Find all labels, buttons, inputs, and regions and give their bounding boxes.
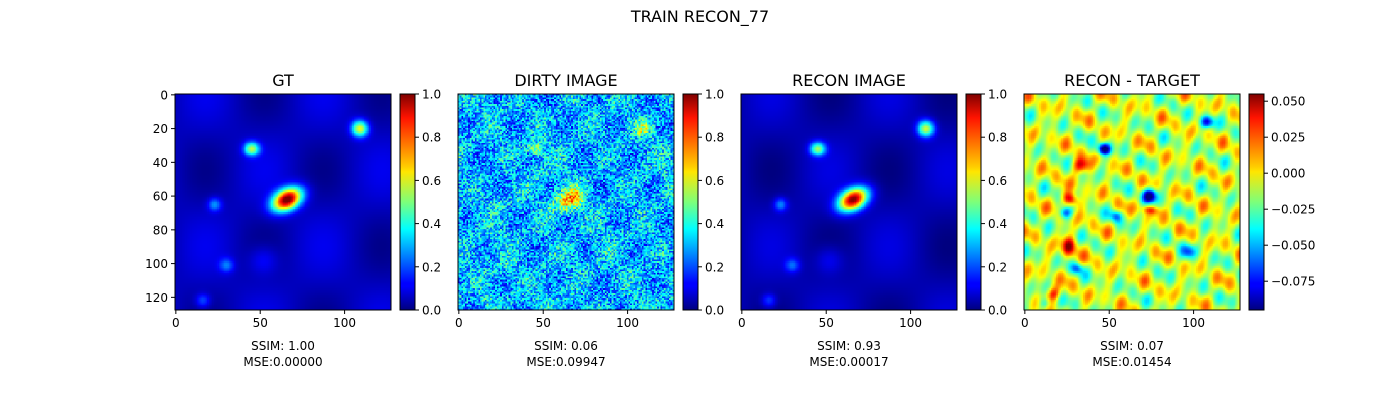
panel-title: RECON IMAGE [792,71,906,90]
panel-title: GT [272,71,294,90]
x-tick-label: 0 [1021,316,1029,330]
y-tick-label: 120 [145,291,168,305]
y-tick-label: 40 [153,156,168,170]
mse-label: MSE:0.00000 [243,355,322,369]
colorbar-tick-label: 0.6 [422,174,441,188]
x-tick-label: 50 [819,316,834,330]
y-tick-label: 80 [153,223,168,237]
colorbar-tick-label: 0.0 [422,304,441,318]
figure-suptitle: TRAIN RECON_77 [630,7,769,27]
colorbar-tick-label: 0.4 [422,217,441,231]
x-tick-label: 100 [1182,316,1205,330]
ssim-label: SSIM: 0.07 [1100,339,1164,353]
colorbar-tick-label: 0.4 [988,217,1007,231]
panel-1: GT 0 50 100 0 20 40 60 80 100 120 SSIM: 1.00 MSE:0.0… [145,71,441,369]
colorbar [682,93,699,311]
colorbar-tick-label: 0.6 [705,174,724,188]
ssim-label: SSIM: 1.00 [251,339,315,353]
x-tick-label: 0 [455,316,463,330]
colorbar-tick-label: 0.050 [1271,95,1305,109]
mse-label: MSE:0.00017 [809,355,888,369]
y-tick-label: 100 [145,257,168,271]
heatmap-image [1024,94,1240,310]
x-tick-label: 100 [616,316,639,330]
mse-label: MSE:0.01454 [1092,355,1171,369]
x-tick-label: 50 [253,316,268,330]
colorbar-tick-label: 0.2 [422,260,441,274]
x-tick-label: 100 [899,316,922,330]
colorbar-tick-label: −0.075 [1271,275,1315,289]
x-tick-label: 0 [172,316,180,330]
heatmap-image [741,94,957,310]
panel-title: DIRTY IMAGE [514,71,617,90]
ssim-label: SSIM: 0.06 [534,339,598,353]
colorbar-tick-label: 0.025 [1271,131,1305,145]
axes-frame [740,93,958,311]
x-tick-label: 50 [536,316,551,330]
colorbar-tick-label: 0.000 [1271,167,1305,181]
colorbar-tick-label: −0.050 [1271,239,1315,253]
heatmap-image [175,94,391,310]
panel-title: RECON - TARGET [1064,71,1200,90]
colorbar-tick-label: 1.0 [988,88,1007,102]
colorbar-tick-label: 0.6 [988,174,1007,188]
colorbar-tick-label: 0.4 [705,217,724,231]
y-tick-label: 20 [153,122,168,136]
x-tick-label: 100 [333,316,356,330]
panels: GT 0 50 100 0 20 40 60 80 100 120 SSIM: 1.00 MSE:0.0… [145,71,1315,369]
x-tick-label: 0 [738,316,746,330]
panel-3: RECON IMAGE 0 50 100 SSIM: 0.93 MSE:0.00017 0.… [738,71,1007,369]
axes-frame [1023,93,1241,311]
colorbar-tick-label: 1.0 [705,88,724,102]
colorbar-tick-label: 0.2 [705,260,724,274]
colorbar [965,93,982,311]
colorbar-tick-label: 0.8 [988,131,1007,145]
ssim-label: SSIM: 0.93 [817,339,881,353]
axes-frame [174,93,392,311]
mse-label: MSE:0.09947 [526,355,605,369]
colorbar-tick-label: 1.0 [422,88,441,102]
colorbar [1248,93,1265,311]
colorbar-tick-label: 0.0 [988,304,1007,318]
y-tick-label: 60 [153,190,168,204]
colorbar-tick-label: 0.0 [705,304,724,318]
heatmap-image [458,94,674,310]
x-tick-label: 50 [1102,316,1117,330]
panel-2: DIRTY IMAGE 0 50 100 SSIM: 0.06 MSE:0.09947 0.… [455,71,724,369]
colorbar-tick-label: 0.2 [988,260,1007,274]
colorbar-tick-label: 0.8 [422,131,441,145]
y-tick-label: 0 [160,88,168,102]
colorbar [399,93,416,311]
panel-4: RECON - TARGET 0 50 100 SSIM: 0.07 MSE:0.0145… [1021,71,1315,369]
axes-frame [457,93,675,311]
colorbar-tick-label: −0.025 [1271,203,1315,217]
colorbar-tick-label: 0.8 [705,131,724,145]
